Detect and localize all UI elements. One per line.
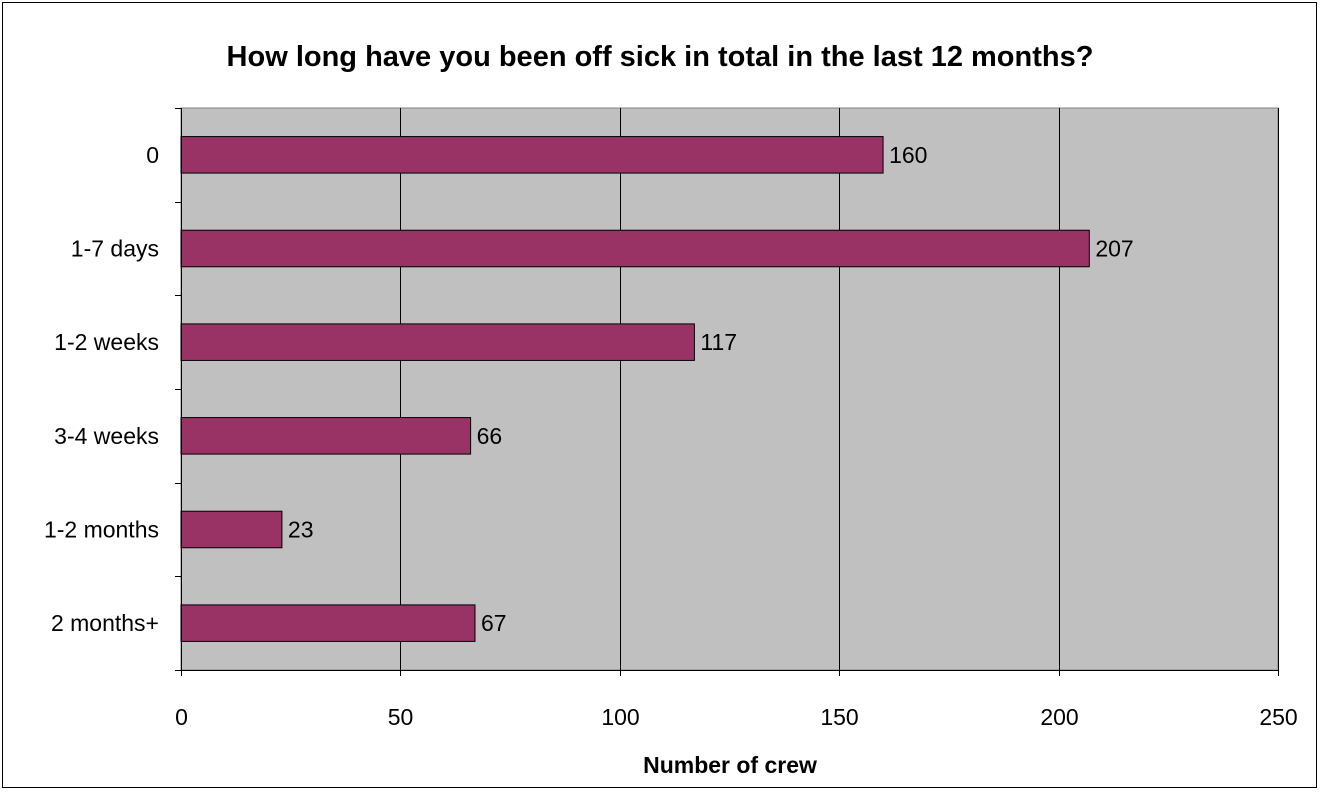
gridlines [400,108,1279,670]
x-tick-label: 0 [175,704,188,730]
x-axis-title: Number of crew [643,752,817,778]
data-label: 66 [477,423,503,449]
x-tick-label: 200 [1040,704,1078,730]
chart-title: How long have you been off sick in total… [227,41,1094,73]
bar-3-4-weeks [180,417,472,455]
data-label: 117 [700,329,737,355]
axes: 0 1-7 days 1-2 weeks 3-4 weeks 1-2 months 2 m… [44,108,1298,730]
data-label: 23 [288,517,314,543]
x-tick-label: 50 [388,704,414,730]
plot-area [180,107,1279,671]
data-labels: 160 207 117 66 23 67 [288,142,1134,636]
bar-2-months- [180,604,476,642]
y-tick-label: 2 months+ [51,610,159,636]
y-tick-label: 1-7 days [71,236,159,262]
bar-1-7-days [180,229,1090,268]
x-tick-label: 150 [820,704,858,730]
data-label: 67 [481,610,507,636]
x-tick-label: 250 [1259,704,1297,730]
bar-1-2-months [180,510,283,549]
data-label: 207 [1095,236,1133,262]
data-label: 160 [889,142,927,168]
y-tick-label: 3-4 weeks [54,423,159,449]
y-tick-label: 0 [146,142,159,168]
bar-1-2-weeks [180,323,695,361]
y-tick-label: 1-2 weeks [54,329,159,355]
x-tick-label: 100 [601,704,639,730]
y-tick-label: 1-2 months [44,517,159,543]
bar-0 [180,136,884,174]
